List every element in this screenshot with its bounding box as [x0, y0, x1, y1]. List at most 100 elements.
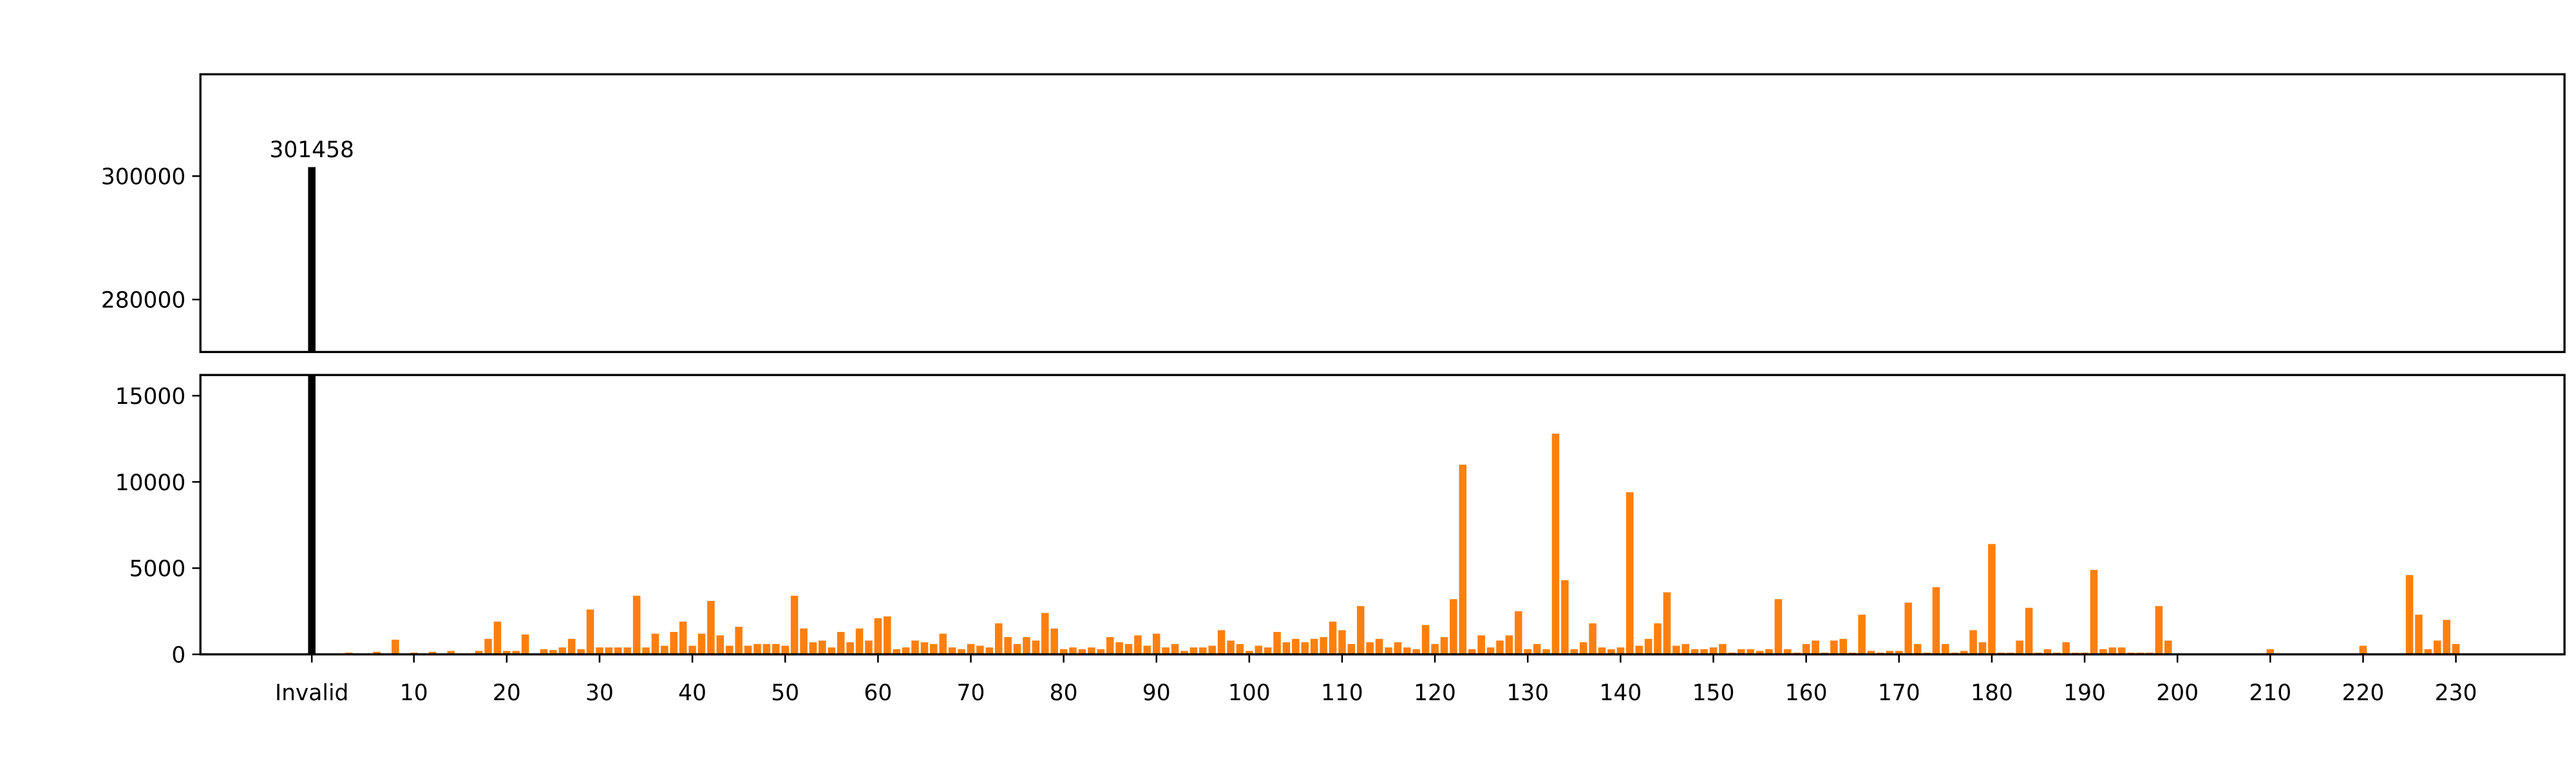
- bar: [2452, 644, 2460, 654]
- bar: [2062, 642, 2070, 654]
- bar: [1320, 637, 1327, 654]
- bar: [1459, 464, 1467, 654]
- bar: [744, 645, 752, 654]
- bar: [475, 651, 483, 654]
- bar: [1505, 635, 1513, 654]
- x-tick-label: 160: [1785, 680, 1828, 706]
- bar: [1412, 649, 1421, 654]
- bar: [855, 628, 864, 654]
- bar: [1932, 587, 1940, 654]
- bar: [1858, 615, 1866, 654]
- bar: [632, 595, 641, 654]
- bar: [930, 644, 938, 654]
- bar: [1867, 651, 1875, 654]
- bar: [1765, 649, 1773, 654]
- bar: [716, 635, 724, 654]
- bar: [1292, 638, 1300, 654]
- bar: [2359, 645, 2367, 654]
- bar: [1886, 651, 1894, 654]
- bar: [884, 616, 891, 654]
- bottom-panel-bars: [308, 375, 2460, 654]
- bar: [1635, 645, 1643, 654]
- bar: [2433, 640, 2441, 654]
- axes: 280000 300000 0 5000 10000 15000 Invalid 10 20 30…: [101, 73, 2566, 706]
- x-tick-label: 70: [957, 680, 985, 706]
- bar: [2090, 569, 2098, 654]
- bar: [1719, 644, 1727, 654]
- y-tick-label: 300000: [101, 164, 185, 190]
- bar: [1180, 651, 1188, 654]
- bar: [735, 626, 743, 654]
- bar: [1756, 651, 1764, 654]
- bar: [1088, 647, 1095, 654]
- bar: [1663, 592, 1671, 654]
- bar: [1375, 638, 1383, 654]
- bar: [1542, 649, 1550, 654]
- bar: [1812, 640, 1819, 654]
- bar: [874, 618, 882, 654]
- x-tick-label: 40: [678, 680, 706, 706]
- bar: [1152, 633, 1160, 654]
- bar: [605, 647, 613, 654]
- x-tick-label: 140: [1600, 680, 1642, 706]
- x-tick-label: 30: [585, 680, 614, 706]
- x-tick-label: 120: [1414, 680, 1456, 706]
- bar: [1217, 630, 1226, 654]
- bar: [828, 647, 836, 654]
- bar: [1134, 635, 1142, 654]
- bar: [503, 651, 511, 654]
- bar: [1236, 644, 1244, 654]
- bar: [1515, 611, 1522, 654]
- bar: [651, 633, 659, 654]
- bar: [1329, 621, 1337, 654]
- bar: [967, 644, 975, 654]
- bar: [1561, 580, 1569, 654]
- bar: [1737, 649, 1745, 654]
- bar: [512, 651, 520, 654]
- bar: [725, 645, 734, 654]
- bar: [1440, 637, 1448, 654]
- bar: [1486, 647, 1495, 654]
- bar: [1041, 613, 1049, 654]
- bar: [1013, 644, 1021, 654]
- bar: [1273, 632, 1281, 654]
- bar: [762, 644, 771, 654]
- bar: [1347, 644, 1356, 654]
- bar: [1607, 649, 1615, 654]
- panel-frame: [199, 374, 2566, 656]
- top-panel-bars: [308, 167, 316, 352]
- panel-frame: [199, 73, 2566, 354]
- bar: [540, 649, 548, 654]
- bar: [1969, 630, 1977, 654]
- bar: [1709, 647, 1718, 654]
- x-tick-label: 230: [2435, 680, 2477, 706]
- x-tick-label: Invalid: [275, 680, 348, 706]
- bar: [790, 595, 799, 654]
- bar: [1978, 642, 1987, 654]
- bar: [1310, 638, 1318, 654]
- bar: [1524, 649, 1532, 654]
- bar: [1616, 647, 1625, 654]
- bar: [1394, 642, 1402, 654]
- bar: [1189, 647, 1198, 654]
- bar: [2117, 647, 2126, 654]
- bar: [614, 647, 622, 654]
- bar: [1301, 642, 1309, 654]
- bar: [308, 167, 316, 352]
- x-tick-label: 50: [771, 680, 799, 706]
- bar: [1004, 637, 1012, 654]
- bar: [1450, 599, 1457, 654]
- bar: [679, 621, 687, 654]
- bar: [911, 640, 919, 654]
- bar: [1533, 644, 1541, 654]
- bar: [1904, 602, 1912, 654]
- bar: [1496, 640, 1504, 654]
- bar: [1551, 434, 1560, 654]
- bar: [2424, 649, 2432, 654]
- x-tick-label: 200: [2156, 680, 2199, 706]
- bar: [1468, 649, 1476, 654]
- bar: [846, 642, 854, 654]
- bar: [493, 621, 502, 654]
- x-tick-label: 180: [1971, 680, 2013, 706]
- bar: [1681, 644, 1690, 654]
